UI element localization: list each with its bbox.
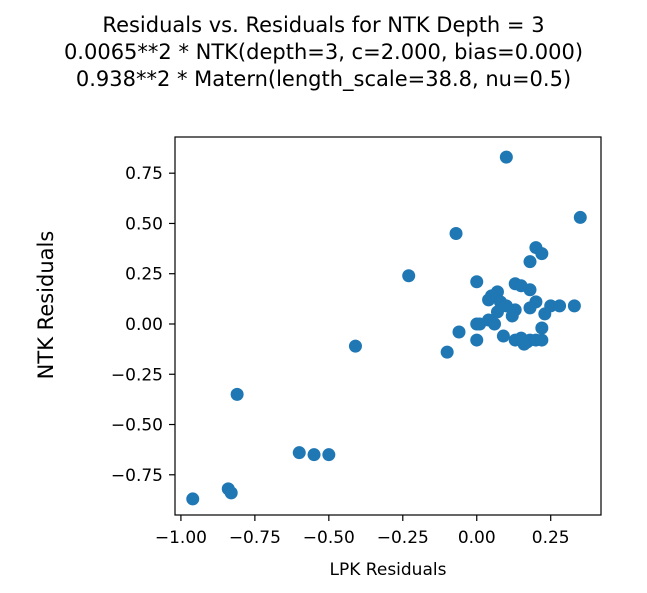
data-point: [535, 247, 549, 261]
y-axis-label: NTK Residuals: [34, 231, 58, 380]
y-tick-label: 0.25: [125, 265, 163, 285]
data-point: [452, 325, 466, 339]
data-point: [473, 317, 487, 331]
y-tick-label: 0.50: [125, 214, 163, 234]
data-point: [567, 299, 581, 313]
data-point: [348, 339, 362, 353]
data-point: [523, 283, 537, 297]
x-tick-label: −0.25: [377, 528, 429, 548]
data-point: [230, 387, 244, 401]
data-point: [482, 293, 496, 307]
data-point: [322, 448, 336, 462]
data-point: [499, 150, 513, 164]
x-tick-label: −0.50: [303, 528, 355, 548]
data-point: [538, 307, 552, 321]
data-point: [488, 317, 501, 331]
data-point: [523, 301, 537, 315]
plot-area-frame: [174, 136, 602, 516]
x-tick-label: 0.25: [532, 528, 570, 548]
x-tick-label: 0.00: [458, 528, 496, 548]
data-point: [496, 329, 510, 343]
data-point: [523, 255, 537, 269]
chart-title-line-1: Residuals vs. Residuals for NTK Depth = …: [102, 13, 545, 37]
data-point: [440, 345, 454, 359]
data-point: [490, 305, 504, 319]
y-tick-label: −0.25: [111, 365, 163, 385]
y-tick-label: 0.00: [125, 315, 163, 335]
data-point: [573, 210, 587, 224]
data-point: [307, 448, 321, 462]
y-tick-label: −0.50: [111, 416, 163, 436]
y-tick-label: −0.75: [111, 466, 163, 486]
chart-title: Residuals vs. Residuals for NTK Depth = …: [0, 12, 647, 93]
y-axis-ticks: −0.75 −0.50 −0.25 0.00 0.25 0.50 0.75: [111, 164, 175, 486]
data-point: [505, 309, 519, 323]
points-layer: [186, 150, 587, 506]
x-axis-label: LPK Residuals: [330, 560, 447, 580]
data-point: [553, 299, 567, 313]
data-point: [517, 337, 531, 351]
x-tick-label: −0.75: [229, 528, 281, 548]
data-point: [224, 486, 238, 500]
data-point: [402, 269, 416, 283]
data-point: [470, 333, 484, 347]
y-tick-label: 0.75: [125, 164, 163, 184]
data-point: [449, 227, 463, 241]
data-point: [535, 333, 549, 347]
data-point: [535, 321, 549, 335]
chart-title-line-3: 0.938**2 * Matern(length_scale=38.8, nu=…: [75, 67, 572, 91]
chart-title-line-2: 0.0065**2 * NTK(depth=3, c=2.000, bias=0…: [63, 40, 584, 64]
x-tick-label: −1.00: [155, 528, 207, 548]
data-point: [292, 446, 306, 460]
x-axis-ticks: −1.00 −0.75 −0.50 −0.25 0.00 0.25: [155, 515, 570, 548]
data-point: [470, 275, 484, 289]
data-point: [186, 492, 200, 506]
